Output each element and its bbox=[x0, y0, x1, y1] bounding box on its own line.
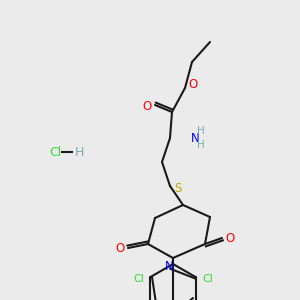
Text: S: S bbox=[174, 182, 182, 194]
Text: Cl: Cl bbox=[202, 274, 213, 284]
Text: O: O bbox=[116, 242, 124, 254]
Text: Cl: Cl bbox=[49, 146, 61, 158]
Text: H: H bbox=[197, 126, 205, 136]
Text: Cl: Cl bbox=[133, 274, 144, 284]
Text: O: O bbox=[225, 232, 235, 244]
Text: N: N bbox=[165, 260, 173, 272]
Text: O: O bbox=[188, 79, 198, 92]
Text: H: H bbox=[197, 140, 205, 150]
Text: O: O bbox=[142, 100, 152, 113]
Text: N: N bbox=[190, 131, 200, 145]
Text: H: H bbox=[74, 146, 84, 158]
